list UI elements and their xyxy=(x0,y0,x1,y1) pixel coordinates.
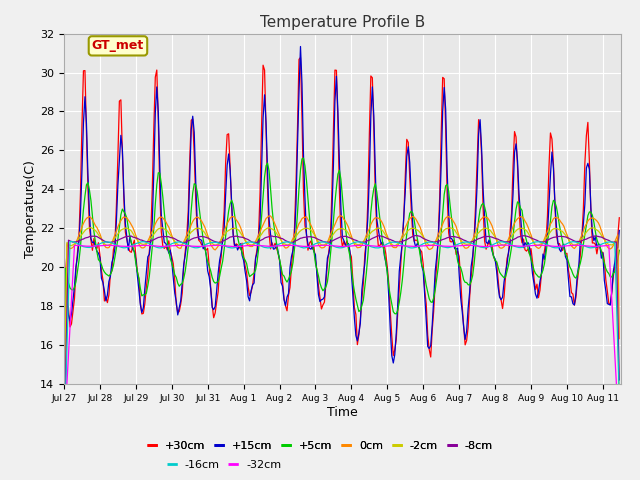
-2cm xyxy=(468,238,476,243)
+15cm xyxy=(390,360,397,366)
-2cm xyxy=(60,404,68,409)
-32cm xyxy=(60,434,68,440)
+15cm xyxy=(607,302,614,308)
-2cm xyxy=(605,242,612,248)
-16cm xyxy=(60,446,68,452)
-32cm xyxy=(343,243,351,249)
+15cm xyxy=(131,249,138,254)
-2cm xyxy=(152,229,159,235)
Title: Temperature Profile B: Temperature Profile B xyxy=(260,15,425,30)
-8cm xyxy=(616,377,623,383)
+5cm xyxy=(344,246,352,252)
-16cm xyxy=(344,242,352,248)
-32cm xyxy=(247,242,255,248)
Line: +30cm: +30cm xyxy=(64,58,620,357)
-2cm xyxy=(616,403,623,408)
-16cm xyxy=(468,241,476,247)
-2cm xyxy=(344,230,352,236)
-8cm xyxy=(152,236,159,242)
Y-axis label: Temperature(C): Temperature(C) xyxy=(24,160,37,258)
-16cm xyxy=(616,396,623,402)
Line: +15cm: +15cm xyxy=(64,47,620,363)
+15cm xyxy=(152,110,159,116)
+30cm xyxy=(344,242,352,248)
+5cm xyxy=(605,271,612,276)
+5cm xyxy=(131,250,138,255)
+5cm xyxy=(152,201,159,207)
-2cm xyxy=(157,225,165,230)
Line: -32cm: -32cm xyxy=(64,245,620,437)
-16cm xyxy=(249,240,257,245)
-8cm xyxy=(60,445,68,451)
+5cm xyxy=(616,247,623,253)
-8cm xyxy=(412,233,420,239)
Line: -2cm: -2cm xyxy=(64,228,620,407)
-32cm xyxy=(131,243,138,249)
0cm xyxy=(60,445,68,451)
0cm xyxy=(131,228,138,234)
+5cm xyxy=(60,458,68,464)
+15cm xyxy=(344,240,352,246)
Line: -8cm: -8cm xyxy=(64,236,620,448)
+30cm xyxy=(616,215,623,221)
+5cm xyxy=(247,273,255,278)
-16cm xyxy=(605,239,612,245)
-32cm xyxy=(500,242,508,248)
+30cm xyxy=(152,74,159,80)
-8cm xyxy=(605,238,612,243)
0cm xyxy=(344,224,352,230)
+30cm xyxy=(297,55,305,60)
0cm xyxy=(616,336,623,341)
Line: +5cm: +5cm xyxy=(64,158,620,461)
-8cm xyxy=(343,234,351,240)
-8cm xyxy=(247,239,255,244)
X-axis label: Time: Time xyxy=(327,406,358,419)
Line: 0cm: 0cm xyxy=(64,216,620,448)
+5cm xyxy=(300,155,307,161)
-32cm xyxy=(605,242,612,248)
-32cm xyxy=(152,243,159,249)
-2cm xyxy=(131,233,138,239)
-2cm xyxy=(249,242,257,248)
-16cm xyxy=(153,244,161,250)
-16cm xyxy=(68,239,76,244)
-32cm xyxy=(467,242,475,248)
-16cm xyxy=(132,241,140,247)
Legend: -16cm, -32cm: -16cm, -32cm xyxy=(163,456,285,474)
+15cm xyxy=(247,288,255,294)
0cm xyxy=(468,237,476,243)
+30cm xyxy=(607,301,614,307)
+15cm xyxy=(297,44,305,49)
+30cm xyxy=(470,235,478,240)
0cm xyxy=(247,244,255,250)
+15cm xyxy=(616,228,623,233)
0cm xyxy=(152,221,159,227)
0cm xyxy=(605,246,612,252)
0cm xyxy=(337,213,345,219)
+30cm xyxy=(427,354,435,360)
+15cm xyxy=(60,270,68,276)
+30cm xyxy=(131,237,138,243)
+5cm xyxy=(468,273,476,279)
+15cm xyxy=(470,237,478,242)
-8cm xyxy=(131,235,138,240)
+30cm xyxy=(60,249,68,255)
-8cm xyxy=(468,239,476,244)
Text: GT_met: GT_met xyxy=(92,39,144,52)
-32cm xyxy=(616,434,623,440)
Legend: +30cm, +15cm, +5cm, 0cm, -2cm, -8cm: +30cm, +15cm, +5cm, 0cm, -2cm, -8cm xyxy=(143,436,497,455)
Line: -16cm: -16cm xyxy=(64,241,620,449)
+30cm xyxy=(247,289,255,295)
